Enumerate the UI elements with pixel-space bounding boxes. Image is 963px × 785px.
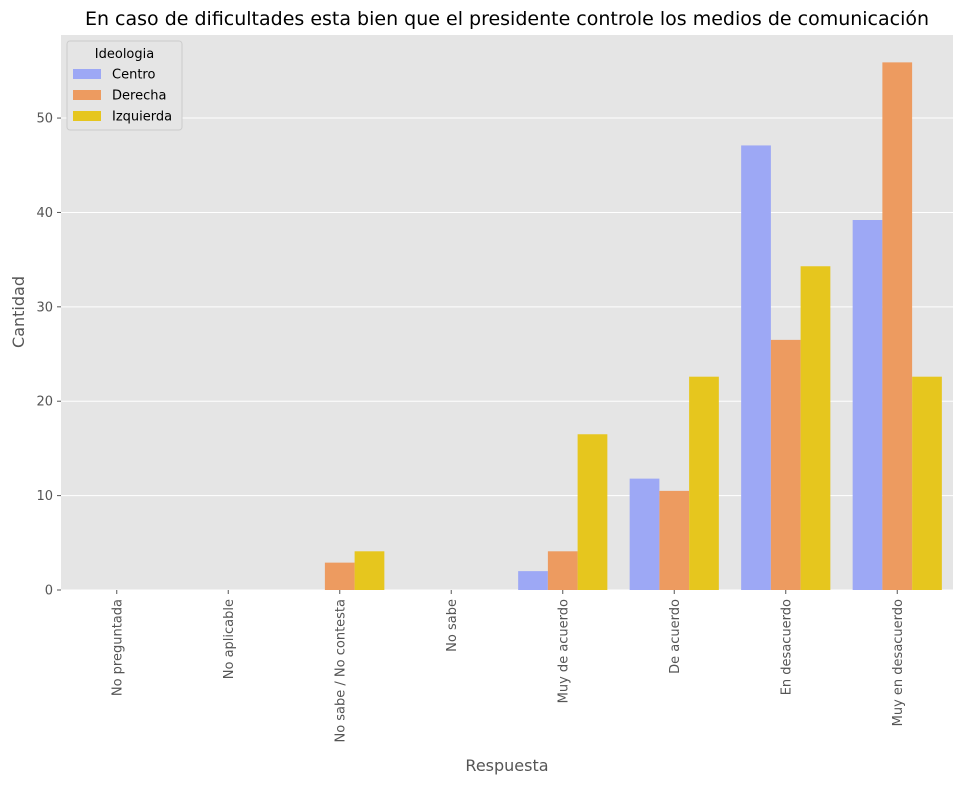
x-tick-label: No preguntada <box>110 599 125 696</box>
legend: Ideologia Centro Derecha Izquierda <box>66 40 183 131</box>
legend-title: Ideologia <box>95 47 154 62</box>
x-axis: No preguntada No aplicable No sabe / No co… <box>110 590 906 743</box>
chart-title: En caso de dificultades esta bien que el… <box>85 8 929 30</box>
y-tick-label: 10 <box>36 489 53 504</box>
bars <box>324 62 942 591</box>
y-tick-label: 30 <box>36 300 53 315</box>
x-tick-label: No aplicable <box>222 599 237 679</box>
legend-swatch-izquierda <box>73 111 101 121</box>
bar-izquierda <box>912 376 942 590</box>
x-tick-label: No sabe <box>445 599 460 652</box>
y-tick-label: 40 <box>36 206 53 221</box>
x-tick-label: Muy de acuerdo <box>556 599 571 703</box>
bar-centro <box>518 571 548 590</box>
bar-izquierda <box>689 376 719 590</box>
legend-swatch-derecha <box>73 90 101 100</box>
bar-izquierda <box>800 266 831 590</box>
bar-izquierda <box>577 434 608 590</box>
y-tick-label: 20 <box>36 395 53 410</box>
bar-derecha <box>547 551 578 590</box>
bar-derecha <box>882 62 913 591</box>
legend-box <box>66 40 183 131</box>
y-tick-label: 0 <box>45 584 53 599</box>
bar-centro <box>741 145 771 591</box>
grid-lines <box>61 117 953 591</box>
legend-label-derecha: Derecha <box>112 89 166 104</box>
x-axis-title: Respuesta <box>465 756 548 775</box>
bar-izquierda <box>354 551 385 590</box>
legend-label-centro: Centro <box>112 68 155 83</box>
x-tick-label: Muy en desacuerdo <box>891 599 906 726</box>
y-axis: 0 10 20 30 40 50 <box>36 112 61 599</box>
y-tick-label: 50 <box>36 112 53 127</box>
x-tick-label: En desacuerdo <box>779 599 794 695</box>
x-tick-label: No sabe / No contesta <box>333 599 348 743</box>
bar-centro <box>629 478 660 590</box>
bar-centro <box>852 220 883 590</box>
bar-derecha <box>324 562 355 590</box>
y-axis-title: Cantidad <box>9 276 28 348</box>
legend-label-izquierda: Izquierda <box>112 110 172 125</box>
bar-derecha <box>770 339 801 590</box>
legend-swatch-centro <box>73 69 101 79</box>
bar-derecha <box>659 490 690 590</box>
x-tick-label: De acuerdo <box>668 599 683 674</box>
